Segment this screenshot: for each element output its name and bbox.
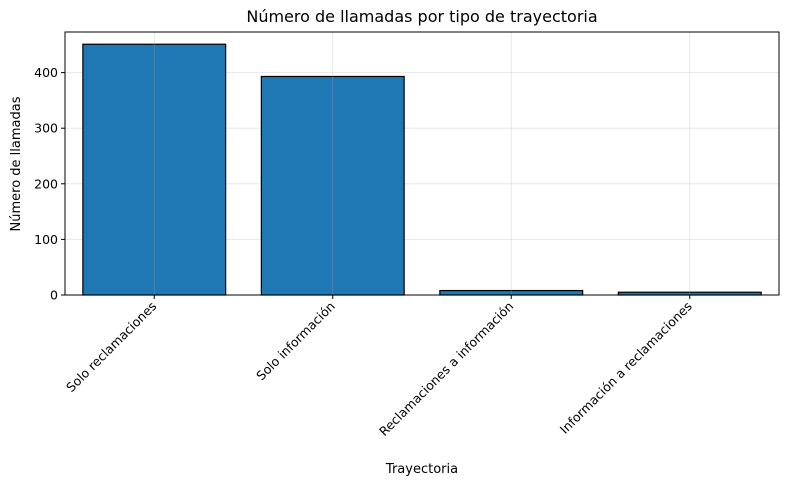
y-tick-label: 0 <box>50 288 58 303</box>
y-axis-label: Número de llamadas <box>9 96 24 231</box>
bars <box>82 32 762 296</box>
y-tick-label: 400 <box>34 65 58 80</box>
chart-title: Número de llamadas por tipo de trayector… <box>246 7 597 26</box>
y-axis: 0 100 200 300 400 <box>34 65 65 303</box>
x-tick-label: Información a reclamaciones <box>557 299 695 437</box>
x-tick-label: Solo información <box>253 299 338 384</box>
y-tick-label: 200 <box>34 176 58 191</box>
plot-frame <box>64 31 780 296</box>
x-axis-label: Trayectoria <box>385 462 458 477</box>
bar <box>260 75 405 296</box>
x-tick-label: Reclamaciones a información <box>376 299 516 439</box>
y-tick-label: 100 <box>34 232 58 247</box>
y-tick-label: 300 <box>34 121 58 136</box>
bar <box>82 43 227 296</box>
x-tick-label: Solo reclamaciones <box>63 299 159 395</box>
x-axis: Solo reclamaciones Solo información Reclam… <box>63 295 695 439</box>
